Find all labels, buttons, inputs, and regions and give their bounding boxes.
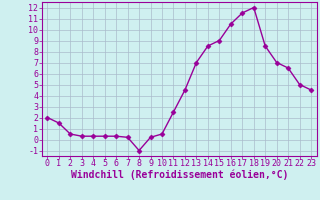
X-axis label: Windchill (Refroidissement éolien,°C): Windchill (Refroidissement éolien,°C): [70, 170, 288, 180]
